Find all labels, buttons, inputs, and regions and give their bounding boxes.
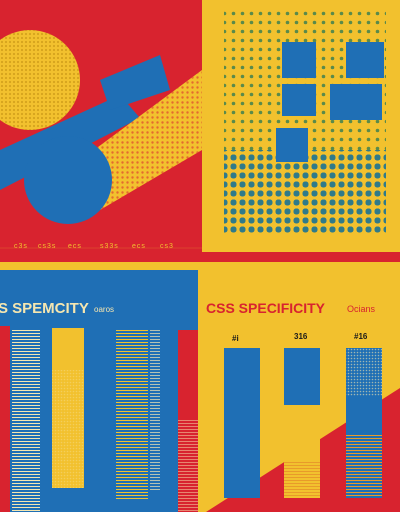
bar-chart-art (206, 348, 400, 512)
bar-blue-segment (224, 348, 260, 498)
tick-label: c3s (14, 243, 28, 250)
bar-dot-overlay (346, 348, 382, 396)
bar-label: #i (232, 334, 239, 343)
blue-block (282, 84, 316, 116)
blue-block (330, 84, 382, 120)
bar-orange-segment (346, 435, 382, 498)
blue-block (346, 42, 384, 78)
bar-blue-segment (284, 348, 320, 405)
bar (116, 330, 148, 500)
blue-block (276, 128, 308, 162)
tick-label: cs3s (38, 243, 57, 250)
bar-art (0, 326, 198, 512)
bar (0, 326, 10, 512)
panel-title: S SPEMCITY (0, 300, 89, 317)
tick-label: s33s (100, 243, 119, 250)
tick-label: ecs (68, 243, 82, 250)
bar-label: #16 (354, 332, 368, 341)
blue-block (282, 42, 316, 78)
panel-subtitle: Ocians (347, 304, 376, 314)
tick-label: ecs (132, 243, 146, 250)
geometric-art (0, 30, 202, 249)
panel-dot-grid (202, 0, 400, 262)
panel-css-specificity: CSS SPECIFICITY Ocians #i 316 #16 (206, 270, 400, 512)
panel-subtitle: oaros (94, 305, 115, 314)
panel-title: CSS SPECIFICITY (206, 300, 326, 316)
panel-geometric-shapes: c3s cs3s ecs s33s ecs cs3 (0, 0, 202, 262)
panel-spemcity: S SPEMCITY oaros (0, 270, 198, 512)
dot-grid-art (202, 0, 400, 252)
bar-orange-segment (284, 460, 320, 498)
blue-circle (24, 136, 112, 224)
bar-label: 316 (294, 332, 308, 341)
tick-label: cs3 (160, 243, 174, 250)
